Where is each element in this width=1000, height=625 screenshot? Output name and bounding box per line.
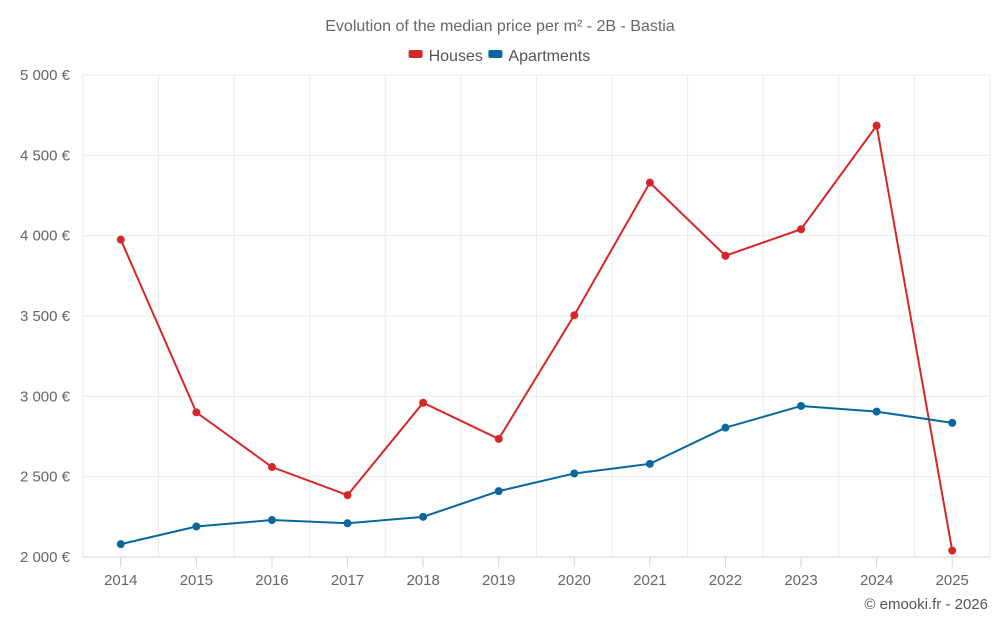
series-apartments	[116, 401, 957, 549]
legend-label: Apartments	[508, 48, 590, 65]
y-tick-label: 2 000 €	[20, 549, 71, 566]
y-tick-label: 3 000 €	[20, 388, 71, 405]
series-line-houses	[119, 123, 954, 551]
x-tick-label: 2017	[331, 572, 364, 589]
data-point-apartments[interactable]	[721, 423, 730, 432]
x-tick-label: 2014	[104, 572, 137, 589]
x-tick-label: 2015	[180, 572, 213, 589]
data-point-houses[interactable]	[116, 235, 125, 244]
data-point-apartments[interactable]	[645, 459, 654, 468]
data-point-apartments[interactable]	[116, 540, 125, 549]
y-axis-ticks: 2 000 € 2 500 € 3 000 € 3 500 € 4 000 € 4 500…	[20, 67, 71, 566]
data-point-apartments[interactable]	[343, 519, 352, 528]
data-point-houses[interactable]	[948, 546, 957, 555]
legend-item-apartments[interactable]: Apartments	[488, 48, 590, 65]
data-point-apartments[interactable]	[872, 407, 881, 416]
legend-swatch	[408, 50, 423, 58]
x-tick-label: 2023	[784, 572, 817, 589]
series-houses	[116, 121, 957, 555]
chart-title: Evolution of the median price per m² - 2…	[325, 18, 675, 35]
y-tick-label: 3 500 €	[20, 308, 71, 325]
x-tick-label: 2018	[406, 572, 439, 589]
x-axis-ticks: 2014 2015 2016 2017 2018 2019 2020 2021 2022 2023…	[104, 557, 969, 589]
data-point-apartments[interactable]	[494, 487, 503, 496]
credit-text: © emooki.fr - 2026	[864, 596, 988, 613]
data-point-apartments[interactable]	[948, 418, 957, 427]
data-point-houses[interactable]	[797, 225, 806, 234]
data-point-apartments[interactable]	[570, 469, 579, 478]
data-point-apartments[interactable]	[192, 522, 201, 531]
x-tick-label: 2025	[936, 572, 969, 589]
x-tick-label: 2021	[633, 572, 666, 589]
legend-swatch	[488, 50, 503, 58]
x-tick-label: 2020	[558, 572, 591, 589]
x-tick-label: 2016	[255, 572, 288, 589]
data-point-houses[interactable]	[267, 463, 276, 472]
legend: Houses Apartments	[408, 48, 590, 65]
data-point-houses[interactable]	[343, 491, 352, 500]
x-tick-label: 2024	[860, 572, 893, 589]
data-point-apartments[interactable]	[267, 516, 276, 525]
y-tick-label: 4 500 €	[20, 147, 71, 164]
legend-label: Houses	[429, 48, 483, 65]
x-gridlines	[82, 75, 991, 557]
data-point-apartments[interactable]	[419, 512, 428, 521]
y-tick-label: 2 500 €	[20, 469, 71, 486]
data-point-houses[interactable]	[570, 311, 579, 320]
x-tick-label: 2019	[482, 572, 515, 589]
x-tick-label: 2022	[709, 572, 742, 589]
data-point-houses[interactable]	[419, 398, 428, 407]
y-tick-label: 4 000 €	[20, 228, 71, 245]
series-line-apartments	[120, 404, 953, 546]
data-point-apartments[interactable]	[797, 401, 806, 410]
legend-item-houses[interactable]: Houses	[408, 48, 483, 65]
data-point-houses[interactable]	[645, 178, 654, 187]
data-point-houses[interactable]	[192, 408, 201, 417]
series-group	[116, 121, 957, 555]
data-point-houses[interactable]	[494, 434, 503, 443]
data-point-houses[interactable]	[872, 121, 881, 130]
data-point-houses[interactable]	[721, 251, 730, 260]
y-tick-label: 5 000 €	[20, 67, 71, 84]
